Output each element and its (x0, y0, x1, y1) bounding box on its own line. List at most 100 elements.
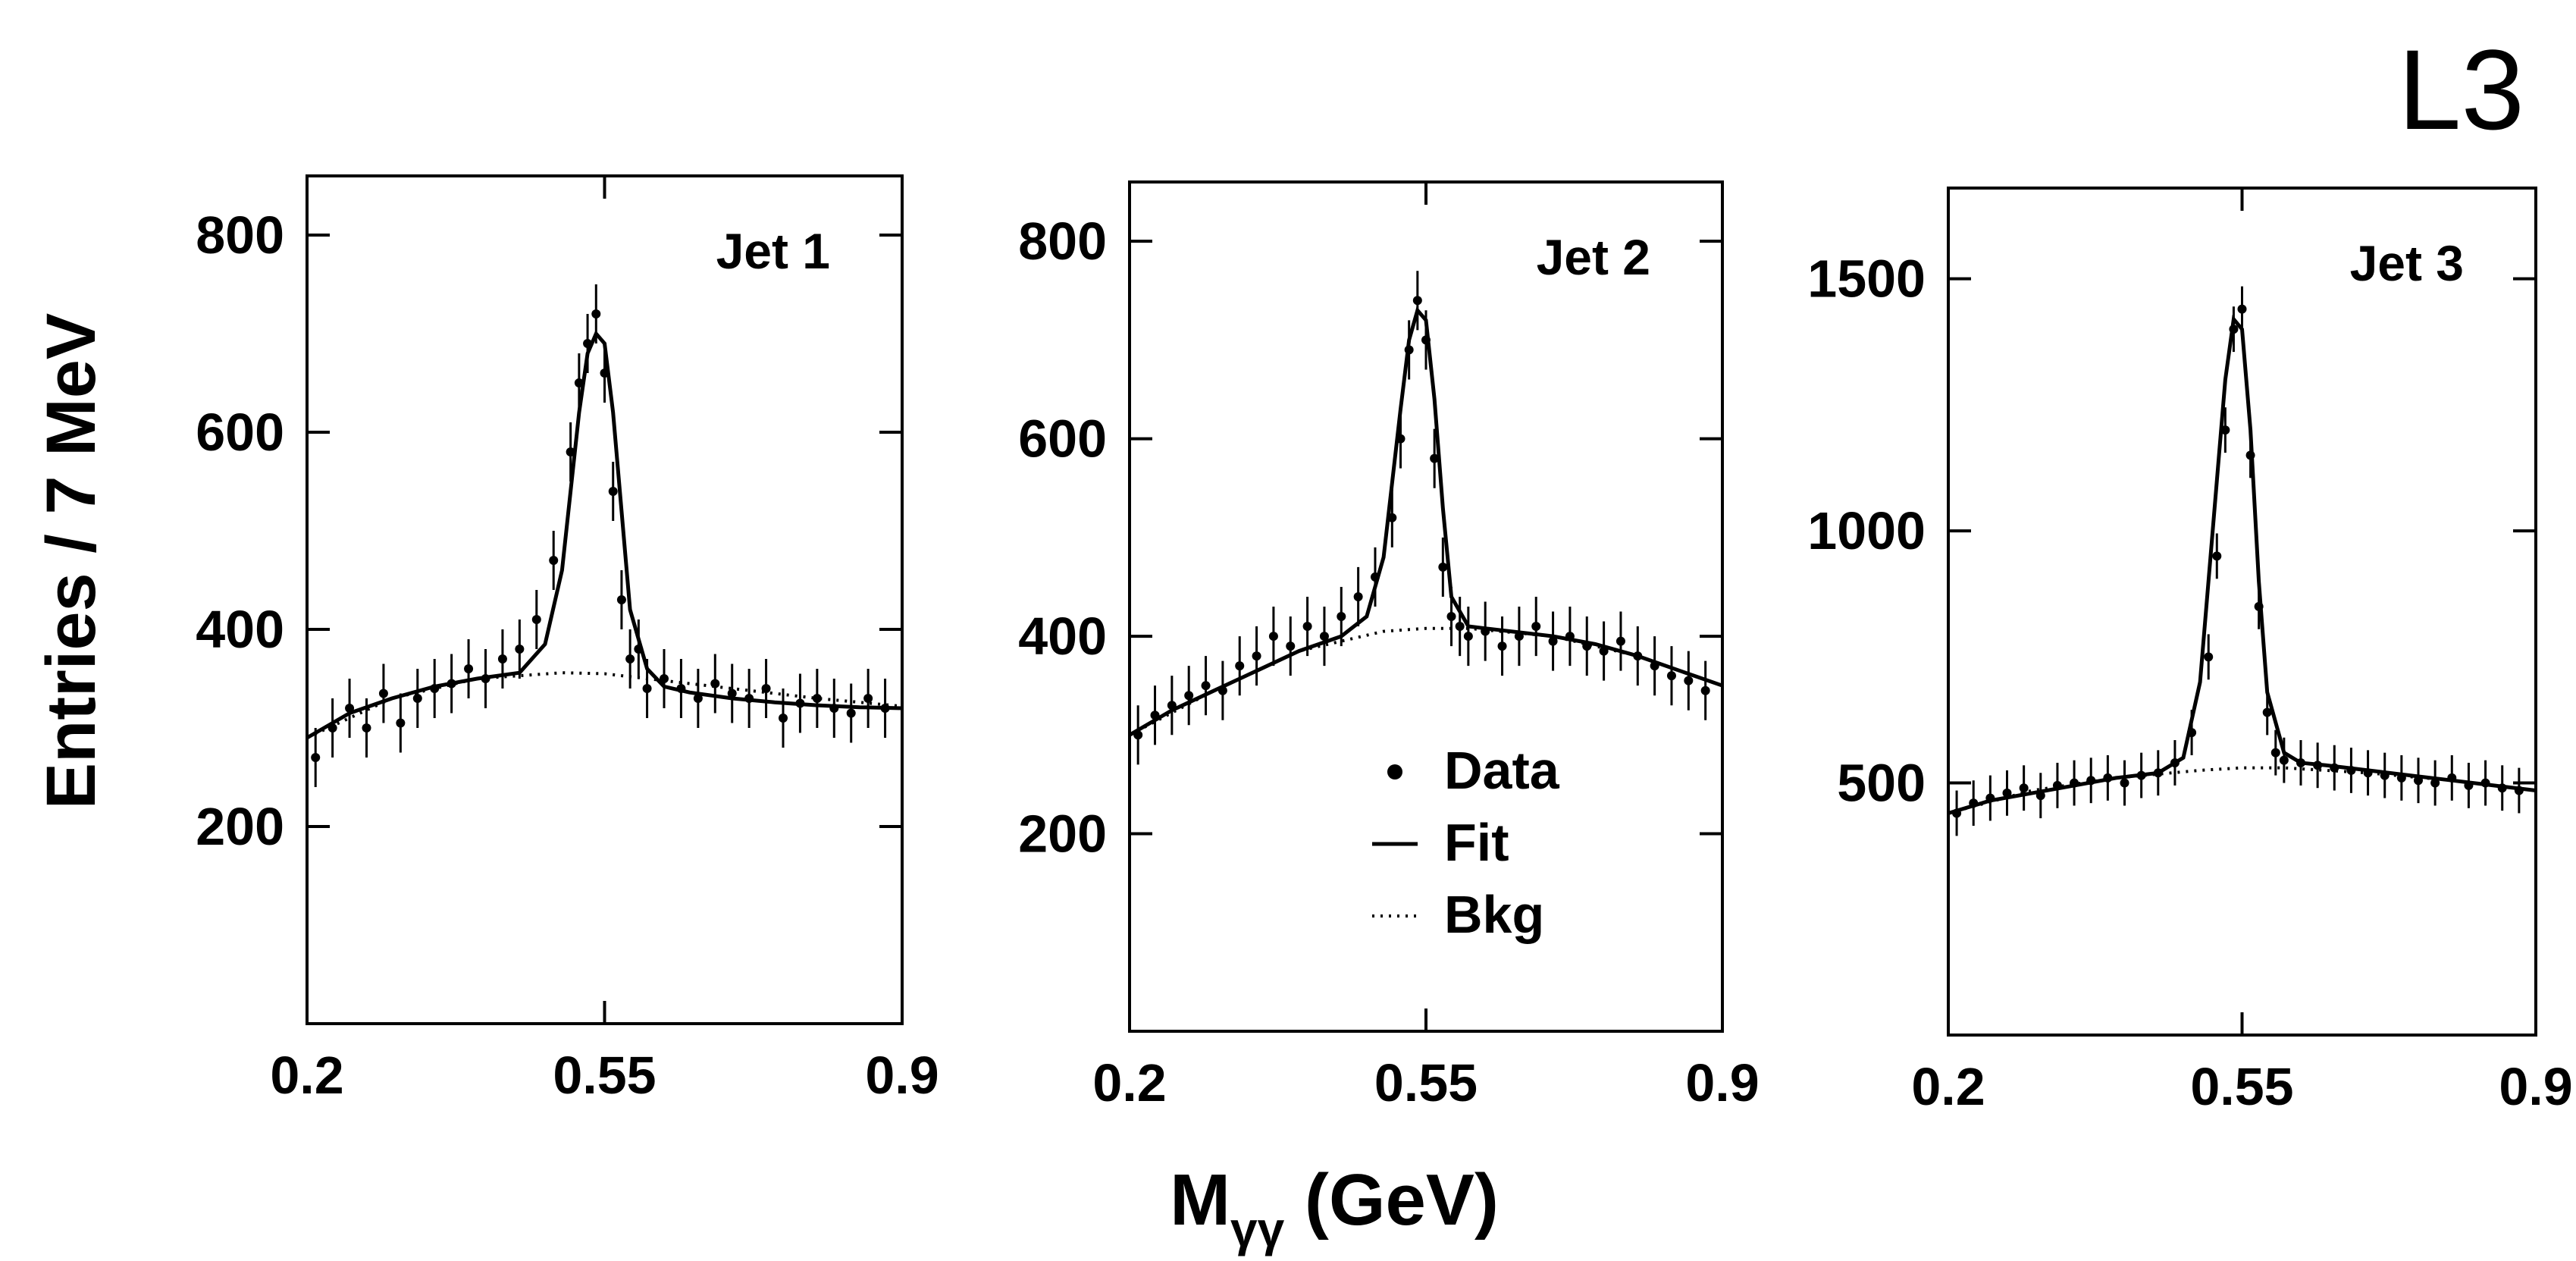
data-point (531, 615, 541, 624)
fit-curve (1948, 314, 2537, 815)
data-point (2279, 755, 2289, 765)
chart-panel-1: 0.2 0.55 0.9 200 400 600 800 Jet 1 (196, 174, 939, 1105)
y-tick-label: 800 (1018, 212, 1107, 271)
x-axis-label-unit: (GeV) (1284, 1159, 1499, 1241)
data-point (642, 684, 652, 693)
data-point (812, 694, 822, 703)
data-point (863, 694, 873, 703)
data-point (2212, 551, 2222, 561)
fit-curve (1128, 306, 1723, 737)
data-point (616, 595, 626, 604)
x-tick-label: 0.2 (270, 1046, 343, 1105)
data-point (1235, 661, 1245, 671)
data-point (727, 689, 737, 698)
x-tick-label: 0.2 (1911, 1057, 1985, 1116)
y-tick-label: 400 (1018, 607, 1107, 666)
data-point (2019, 783, 2029, 793)
x-axis-label: Mγγ (GeV) (1170, 1159, 1499, 1256)
plot-frame (306, 174, 904, 1025)
data-point (1412, 296, 1422, 306)
panel-title: Jet 1 (716, 223, 830, 279)
y-axis-label: Entries / 7 MeV (33, 313, 110, 809)
data-point (2270, 748, 2280, 758)
y-tick-label: 200 (196, 797, 284, 856)
data-point (464, 664, 474, 673)
data-point (2262, 707, 2272, 717)
data-point (1319, 632, 1329, 641)
legend-label: Fit (1444, 813, 1509, 872)
x-axis-label-subscript: γγ (1230, 1202, 1285, 1256)
chart-panel-2: 0.2 0.55 0.9 200 400 600 800 Jet 2 (1018, 180, 1760, 1112)
data-point (549, 556, 559, 565)
fit-curve (306, 330, 903, 740)
data-point (1666, 671, 1676, 681)
x-tick-label: 0.9 (865, 1046, 939, 1105)
data-point (362, 723, 371, 732)
x-tick-label: 0.9 (2499, 1057, 2572, 1116)
data-points (311, 284, 890, 787)
data-point (710, 679, 720, 689)
data-point (1302, 622, 1312, 632)
data-point (1268, 632, 1278, 641)
data-point (2237, 304, 2247, 314)
data-point (1430, 453, 1440, 463)
x-tick-label: 0.55 (1374, 1053, 1478, 1112)
background-curve (1129, 626, 1723, 737)
data-point (1252, 651, 1261, 661)
data-points (1952, 286, 2524, 836)
data-point (2120, 778, 2129, 788)
data-point (591, 309, 601, 318)
data-point (396, 718, 406, 728)
y-tick-label: 600 (1018, 409, 1107, 469)
y-tick-label: 800 (196, 205, 284, 265)
data-point (779, 714, 788, 723)
legend: Data Fit Bkg (1372, 741, 1560, 944)
legend-label: Data (1444, 741, 1560, 800)
data-point (1548, 636, 1558, 646)
x-tick-label: 0.2 (1092, 1053, 1166, 1112)
x-axis-label-main: M (1170, 1159, 1230, 1241)
data-point (311, 753, 321, 762)
data-point (515, 645, 525, 654)
data-point (1684, 676, 1694, 685)
data-point (608, 487, 618, 496)
data-point (1286, 641, 1296, 651)
data-point (497, 654, 507, 663)
data-point (1700, 685, 1710, 695)
legend-label: Bkg (1444, 885, 1544, 944)
x-tick-label: 0.55 (553, 1046, 656, 1105)
legend-marker-point (1387, 764, 1402, 779)
panel-title: Jet 3 (2350, 235, 2464, 291)
data-point (693, 694, 703, 703)
data-point (1463, 632, 1473, 641)
x-tick-label: 0.55 (2190, 1057, 2293, 1116)
data-point (625, 654, 635, 663)
data-point (2204, 652, 2214, 662)
data-point (1455, 622, 1465, 632)
data-point (412, 694, 422, 703)
data-point (1337, 612, 1346, 622)
data-point (660, 674, 669, 683)
y-tick-label: 600 (196, 403, 284, 462)
y-tick-label: 1500 (1807, 249, 1926, 309)
background-curve (306, 671, 903, 739)
chart-panel-3: 0.2 0.55 0.9 500 1000 1500 Jet 3 (1807, 187, 2573, 1116)
plot-frame (1128, 180, 1724, 1033)
panel-title: Jet 2 (1537, 229, 1650, 285)
data-point (846, 708, 856, 718)
experiment-label: L3 (2398, 26, 2524, 153)
data-points (1133, 271, 1710, 765)
data-point (1497, 641, 1507, 651)
chart-panels: 0.2 0.55 0.9 200 400 600 800 Jet 1 0.2 0.55 0.9 200… (196, 174, 2573, 1116)
y-tick-label: 200 (1018, 805, 1107, 864)
data-point (1201, 681, 1211, 691)
data-point (2430, 778, 2440, 788)
data-point (1438, 562, 1448, 572)
data-point (1184, 691, 1194, 701)
x-tick-label: 0.9 (1685, 1053, 1759, 1112)
data-point (1446, 612, 1456, 622)
data-point (378, 689, 388, 698)
y-tick-label: 400 (196, 600, 284, 659)
y-tick-label: 1000 (1807, 501, 1926, 560)
